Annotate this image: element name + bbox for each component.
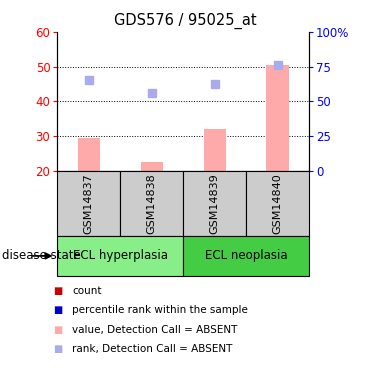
Bar xyxy=(120,171,183,236)
Bar xyxy=(246,171,309,236)
Bar xyxy=(141,162,163,171)
Bar xyxy=(266,65,289,171)
Text: GDS576 / 95025_at: GDS576 / 95025_at xyxy=(114,13,256,29)
Bar xyxy=(57,171,120,236)
Text: ■: ■ xyxy=(53,344,62,354)
Text: count: count xyxy=(72,286,102,296)
Text: GSM14840: GSM14840 xyxy=(272,173,283,234)
Text: ECL neoplasia: ECL neoplasia xyxy=(205,249,287,262)
Bar xyxy=(183,171,246,236)
Bar xyxy=(57,236,183,276)
Text: value, Detection Call = ABSENT: value, Detection Call = ABSENT xyxy=(72,325,238,334)
Text: ■: ■ xyxy=(53,305,62,315)
Text: ECL hyperplasia: ECL hyperplasia xyxy=(73,249,168,262)
Text: ■: ■ xyxy=(53,286,62,296)
Bar xyxy=(183,236,309,276)
Text: GSM14837: GSM14837 xyxy=(84,173,94,234)
Bar xyxy=(204,129,226,171)
Text: rank, Detection Call = ABSENT: rank, Detection Call = ABSENT xyxy=(72,344,232,354)
Bar xyxy=(78,138,100,171)
Text: GSM14838: GSM14838 xyxy=(147,173,157,234)
Text: disease state: disease state xyxy=(2,249,81,262)
Text: GSM14839: GSM14839 xyxy=(209,173,220,234)
Text: percentile rank within the sample: percentile rank within the sample xyxy=(72,305,248,315)
Text: ■: ■ xyxy=(53,325,62,334)
